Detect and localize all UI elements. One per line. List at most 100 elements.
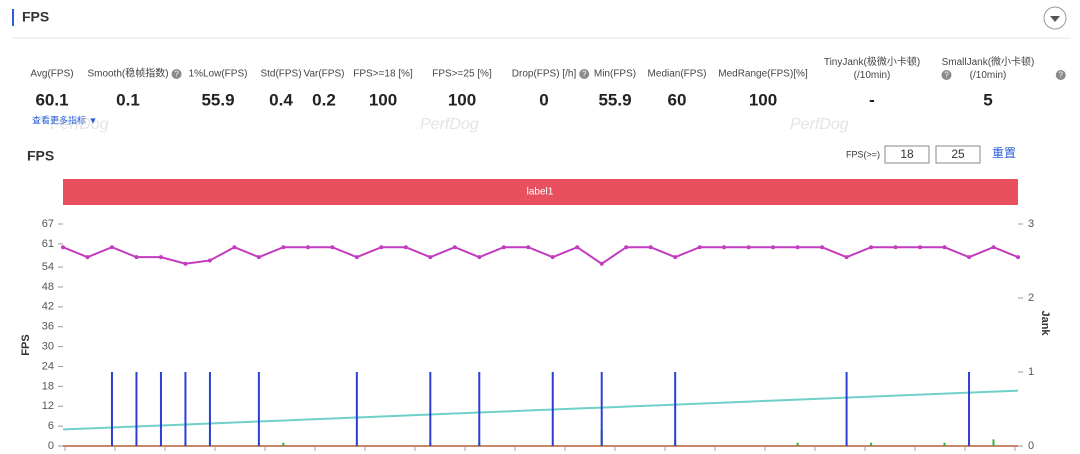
series-bar xyxy=(478,372,481,446)
metric-value: 0 xyxy=(539,90,548,109)
y2-axis-label: Jank xyxy=(1039,310,1051,336)
series-bar xyxy=(159,372,162,446)
metric-value: 0.1 xyxy=(116,90,140,109)
metric-label: Smooth(稳帧指数) xyxy=(87,67,168,80)
series-marker xyxy=(134,255,139,260)
y-tick-label: 24 xyxy=(42,360,54,372)
series-marker xyxy=(61,245,65,250)
series-marker xyxy=(893,245,898,250)
metric-label: Min(FPS) xyxy=(594,69,636,80)
reset-link[interactable]: 重置 xyxy=(992,146,1016,160)
label-band xyxy=(63,179,1018,205)
metric-value: 60 xyxy=(668,90,687,109)
y-axis-label: FPS xyxy=(20,334,32,355)
series-marker xyxy=(918,245,923,250)
y-tick-label: 61 xyxy=(42,238,54,250)
series-bar xyxy=(943,442,946,446)
series-marker xyxy=(599,261,604,266)
series-marker xyxy=(991,245,996,250)
y2-tick-label: 2 xyxy=(1028,292,1034,304)
metric-label: Drop(FPS) [/h] xyxy=(512,69,577,80)
series-bar xyxy=(992,439,995,446)
label-band-text: label1 xyxy=(527,187,554,198)
collapse-icon xyxy=(1050,16,1060,22)
series-marker xyxy=(967,255,972,260)
series-marker xyxy=(869,245,874,250)
help-icon[interactable] xyxy=(171,69,182,79)
series-marker xyxy=(158,255,163,260)
series-marker xyxy=(354,255,359,260)
series-marker xyxy=(109,245,114,250)
metric-label: Var(FPS) xyxy=(304,69,345,80)
series-marker xyxy=(648,245,653,250)
metric-value: 55.9 xyxy=(201,90,234,109)
metric-label: Std(FPS) xyxy=(260,69,301,80)
help-icon-text: ? xyxy=(174,70,179,79)
threshold-input[interactable] xyxy=(935,145,981,164)
help-icon[interactable] xyxy=(579,69,590,79)
metric-label: Median(FPS) xyxy=(648,69,707,80)
series-bar xyxy=(208,372,211,446)
metric-value: 100 xyxy=(749,90,777,109)
y-tick-label: 30 xyxy=(42,341,54,353)
series-marker xyxy=(673,255,678,260)
metric-label: Avg(FPS) xyxy=(30,69,73,80)
series-marker xyxy=(795,245,800,250)
metric-label: TinyJank(极微小卡顿) (/10min) xyxy=(824,55,920,81)
series-marker xyxy=(746,245,751,250)
metric-value: 55.9 xyxy=(598,90,631,109)
y-tick-label: 6 xyxy=(48,420,54,432)
watermark: PerfDog xyxy=(420,116,479,133)
series-marker xyxy=(1016,255,1020,260)
metric-label: SmallJank(微小卡顿) (/10min) xyxy=(942,55,1035,81)
metric-value: 5 xyxy=(983,90,992,109)
series-marker xyxy=(305,245,310,250)
series-marker xyxy=(330,245,335,250)
series-bar xyxy=(184,372,187,446)
series-bar xyxy=(968,372,971,446)
metric-label: 1%Low(FPS) xyxy=(189,69,248,80)
series-marker xyxy=(501,245,506,250)
series-bar xyxy=(135,372,138,446)
series-bar xyxy=(674,372,677,446)
series-bar xyxy=(600,372,603,446)
y-tick-label: 67 xyxy=(42,218,54,230)
help-icon-text: ? xyxy=(582,70,587,79)
series-bar xyxy=(355,372,358,446)
series-bar xyxy=(551,372,554,446)
help-icon[interactable] xyxy=(941,70,952,80)
series-bar xyxy=(845,372,848,446)
y2-tick-label: 0 xyxy=(1028,440,1034,452)
y-tick-label: 42 xyxy=(42,301,54,313)
y2-tick-label: 1 xyxy=(1028,366,1034,378)
series-bar xyxy=(429,372,432,446)
series-bar xyxy=(870,442,873,446)
metric-value: 100 xyxy=(369,90,397,109)
series-marker xyxy=(771,245,776,250)
series-marker xyxy=(575,245,580,250)
y-tick-label: 12 xyxy=(42,400,54,412)
more-metrics-link[interactable]: 查看更多指标 ▼ xyxy=(32,114,97,125)
series-marker xyxy=(256,255,261,260)
series-marker xyxy=(452,245,457,250)
series-marker xyxy=(85,255,90,260)
watermark: PerfDog xyxy=(790,116,849,133)
series-bar xyxy=(282,442,285,446)
series-marker xyxy=(820,245,825,250)
series-marker xyxy=(428,255,433,260)
series-marker xyxy=(403,245,408,250)
series-marker xyxy=(550,255,555,260)
metric-label: FPS>=18 [%] xyxy=(353,69,413,80)
series-marker xyxy=(183,261,188,266)
metric-label: FPS>=25 [%] xyxy=(432,69,492,80)
series-bar xyxy=(796,442,799,446)
help-icon[interactable] xyxy=(1055,70,1066,80)
series-line xyxy=(62,246,1019,265)
series-marker xyxy=(722,245,727,250)
threshold-value: 25 xyxy=(951,147,965,161)
series-marker xyxy=(379,245,384,250)
series-bar xyxy=(257,372,260,446)
threshold-input[interactable] xyxy=(884,145,930,164)
y-tick-label: 0 xyxy=(48,440,54,452)
